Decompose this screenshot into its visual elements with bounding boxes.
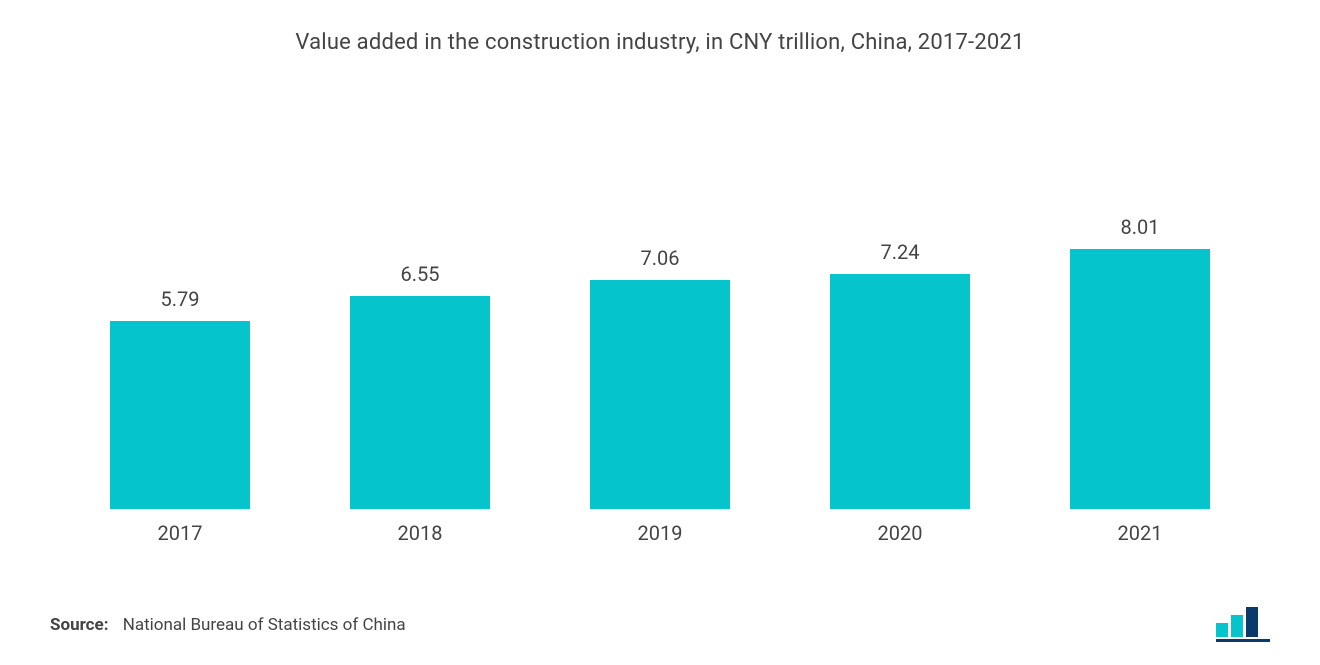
source-text: National Bureau of Statistics of China xyxy=(123,615,406,635)
brand-logo xyxy=(1216,607,1270,643)
source-line: Source: National Bureau of Statistics of… xyxy=(50,615,406,635)
logo-icon xyxy=(1216,607,1270,643)
plot-area: 5.79 2017 6.55 2018 7.06 2019 7.24 2020 8.01 2021 xyxy=(50,125,1270,545)
bar-value-label: 6.55 xyxy=(401,262,440,286)
bar xyxy=(830,274,970,509)
bar-value-label: 7.06 xyxy=(641,246,680,270)
bar xyxy=(350,296,490,509)
bar-group: 8.01 2021 xyxy=(1020,125,1260,545)
source-label: Source: xyxy=(50,615,108,635)
bar xyxy=(590,280,730,509)
bar-group: 6.55 2018 xyxy=(300,125,540,545)
bar-group: 7.24 2020 xyxy=(780,125,1020,545)
bar-category-label: 2018 xyxy=(398,521,443,545)
bar xyxy=(1070,249,1210,509)
bar xyxy=(110,321,250,509)
chart-title: Value added in the construction industry… xyxy=(50,30,1270,55)
bar-category-label: 2021 xyxy=(1118,521,1163,545)
bar-category-label: 2017 xyxy=(158,521,203,545)
bar-value-label: 8.01 xyxy=(1121,215,1160,239)
bar-group: 7.06 2019 xyxy=(540,125,780,545)
bar-value-label: 5.79 xyxy=(161,287,200,311)
chart-footer: Source: National Bureau of Statistics of… xyxy=(50,607,1270,643)
bar-value-label: 7.24 xyxy=(881,240,920,264)
bar-category-label: 2020 xyxy=(878,521,923,545)
bar-category-label: 2019 xyxy=(638,521,683,545)
bar-group: 5.79 2017 xyxy=(60,125,300,545)
chart-container: Value added in the construction industry… xyxy=(0,0,1320,665)
